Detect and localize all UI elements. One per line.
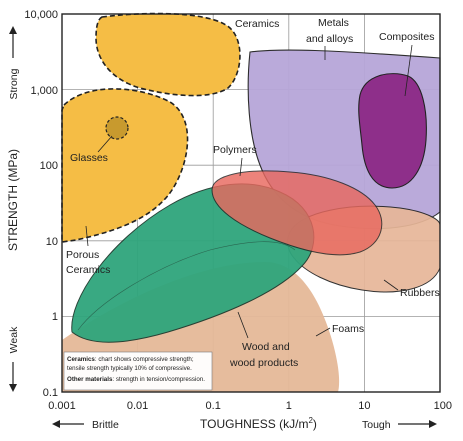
brittle-arrow: [52, 420, 84, 428]
brittle-arrow-head: [52, 420, 60, 428]
x-tick-label: 0.001: [48, 400, 76, 412]
x-tick-label: 10: [358, 400, 370, 412]
foams-label-leader: [315, 327, 331, 337]
weak-arrow: [9, 362, 17, 392]
composites-label: Composites: [379, 31, 434, 43]
x-tick-label: 1: [286, 400, 292, 412]
metals-label: Metals and alloys: [306, 17, 353, 45]
metals-label-line-2: and alloys: [306, 33, 353, 45]
y-axis-title: STRENGTH (MPa): [6, 149, 20, 251]
glasses-region: [105, 116, 129, 140]
porous-ceramics-region: [61, 88, 189, 243]
x-tick-label: 0.1: [206, 400, 221, 412]
porous-ceramics-label: Porous Ceramics: [66, 249, 110, 276]
wood-label-line-2: wood products: [229, 357, 298, 369]
metals-label-line-1: Metals: [318, 17, 349, 29]
weak-label: Weak: [8, 326, 20, 353]
rubbers-label-leader: [383, 279, 399, 291]
x-tick-label: 100: [434, 400, 452, 412]
porous-ceramics-line-2: Ceramics: [66, 264, 110, 276]
glasses-label-leader: [97, 135, 113, 153]
rubbers-label: Rubbers: [400, 287, 440, 299]
strong-arrow-head: [9, 26, 17, 34]
strong-label: Strong: [8, 68, 20, 99]
y-tick-label: 1,000: [30, 85, 58, 97]
y-tick-label: 10,000: [24, 9, 58, 21]
y-tick-label: 1: [52, 311, 58, 323]
y-tick-label: 100: [40, 160, 58, 172]
porous-ceramics-leader: [85, 225, 89, 247]
y-tick-labels: 0.1 1 10 100 1,000 10,000: [24, 9, 58, 399]
polymers-label: Polymers: [213, 144, 257, 156]
polymers-region: [211, 170, 383, 256]
brittle-label: Brittle: [92, 419, 119, 431]
glasses-label: Glasses: [70, 152, 108, 164]
x-tick-label: 0.01: [127, 400, 148, 412]
wood-label: Wood and wood products: [229, 341, 298, 369]
note-box: Ceramics: chart shows compressive streng…: [63, 351, 213, 391]
composites-region: [358, 73, 427, 189]
foams-label: Foams: [332, 323, 364, 335]
ceramics-region: [95, 12, 241, 97]
polymers-label-leader: [239, 157, 243, 177]
wood-label-leader: [237, 311, 249, 339]
plot-frame: [61, 13, 441, 393]
tough-arrow-head: [429, 420, 437, 428]
tough-label: Tough: [362, 419, 391, 431]
y-tick-label: 0.1: [43, 387, 58, 399]
y-tick-label: 10: [46, 236, 58, 248]
x-axis-title: TOUGHNESS (kJ/m2): [200, 416, 317, 431]
note-line-2: tensile strength typically 10% of compre…: [67, 365, 192, 372]
note-line-1: Ceramics: chart shows compressive streng…: [67, 356, 194, 363]
x-tick-labels: 0.001 0.01 0.1 1 10 100: [48, 400, 452, 412]
porous-ceramics-line-1: Porous: [66, 249, 99, 261]
strong-arrow: [9, 26, 17, 58]
note-line-3: Other materials: strength in tension/com…: [67, 376, 205, 383]
note-background: [63, 351, 213, 391]
ceramics-label: Ceramics: [235, 18, 279, 30]
tough-arrow: [398, 420, 437, 428]
weak-arrow-head: [9, 384, 17, 392]
wood-inner-region: [77, 241, 296, 331]
wood-label-line-1: Wood and: [242, 341, 290, 353]
composites-label-leader: [404, 44, 413, 97]
